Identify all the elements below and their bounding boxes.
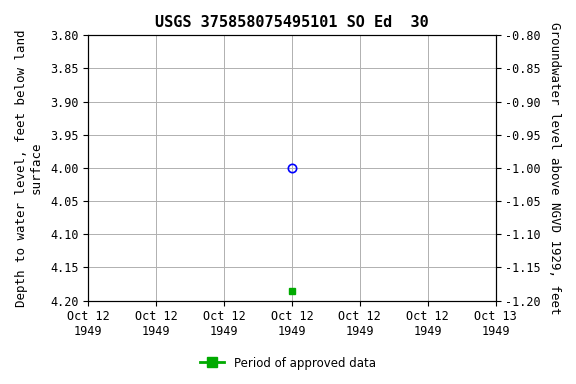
Y-axis label: Depth to water level, feet below land
surface: Depth to water level, feet below land su…	[15, 29, 43, 307]
Y-axis label: Groundwater level above NGVD 1929, feet: Groundwater level above NGVD 1929, feet	[548, 22, 561, 314]
Legend: Period of approved data: Period of approved data	[196, 352, 380, 374]
Title: USGS 375858075495101 SO Ed  30: USGS 375858075495101 SO Ed 30	[155, 15, 429, 30]
